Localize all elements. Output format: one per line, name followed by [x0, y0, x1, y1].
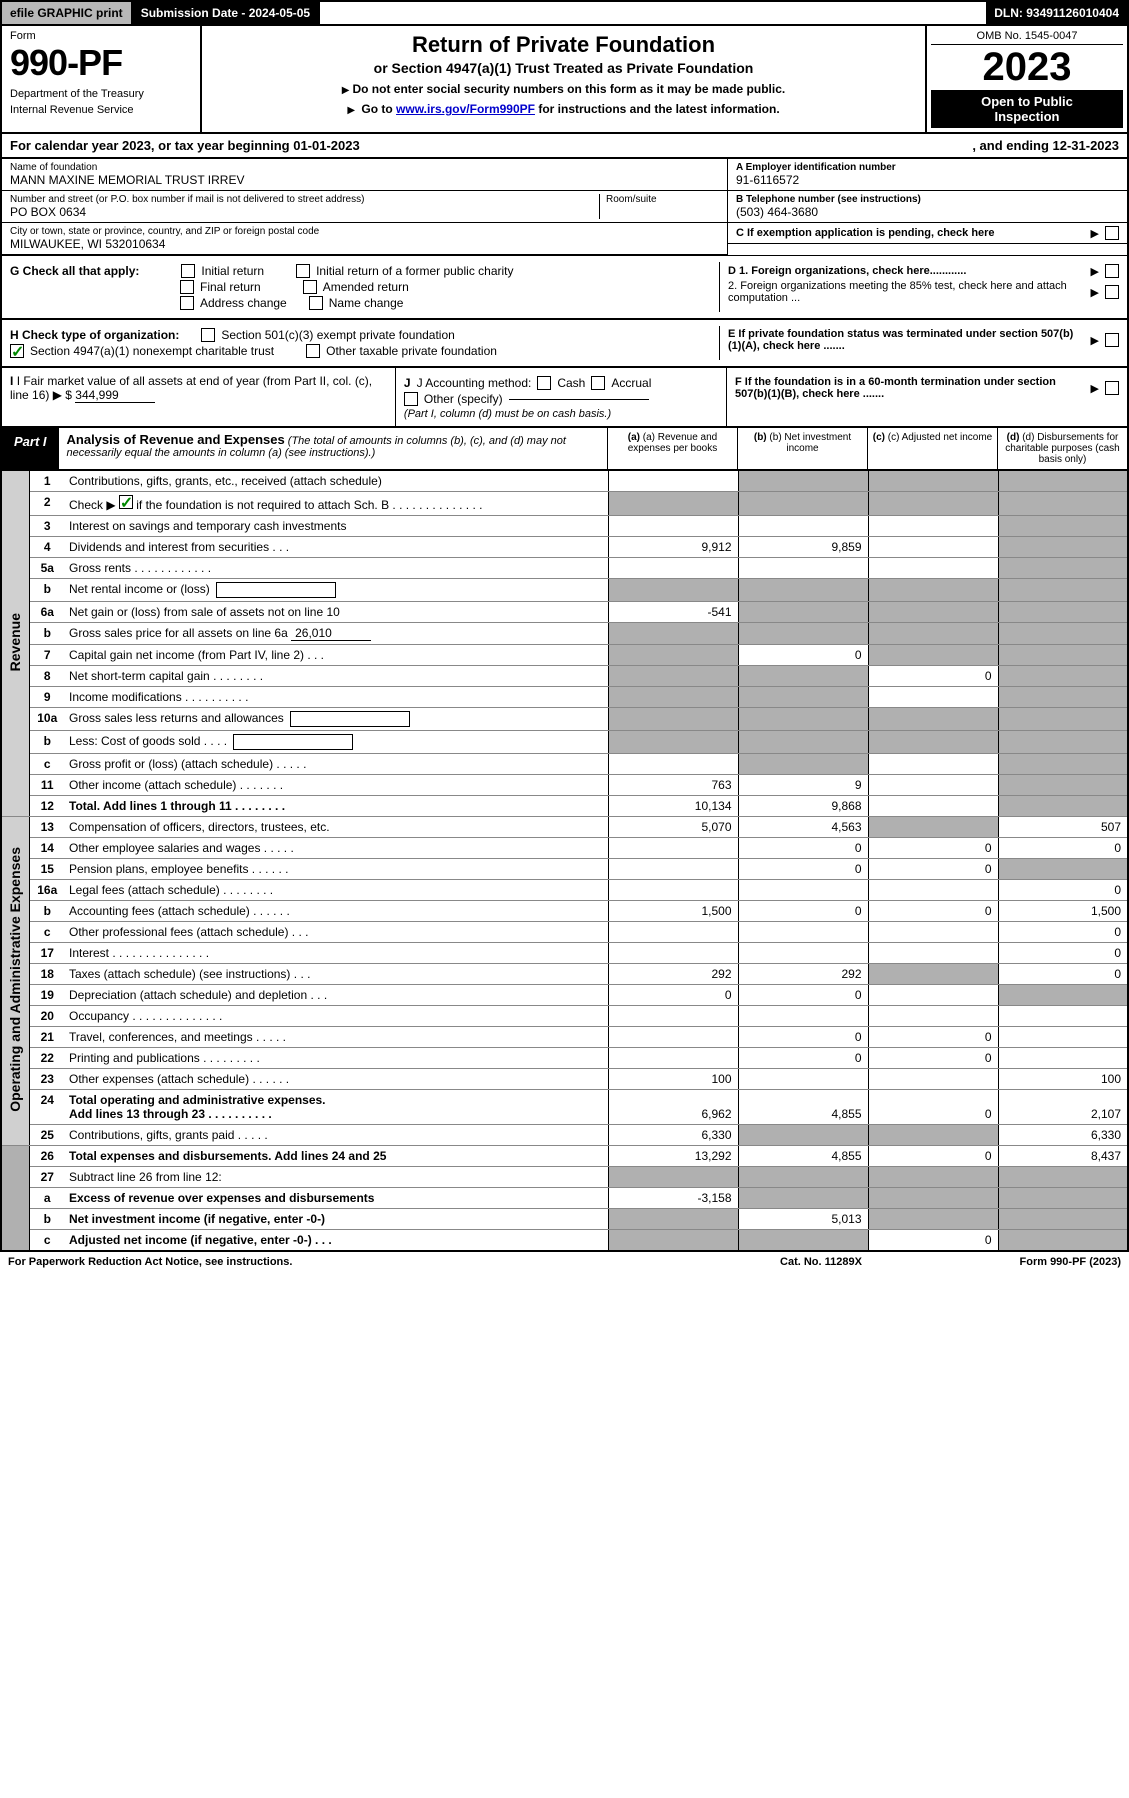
cb-final[interactable]: [180, 280, 194, 294]
section-i-j-f: I I Fair market value of all assets at e…: [0, 368, 1129, 428]
cb-amended[interactable]: [303, 280, 317, 294]
cb-sch-b[interactable]: [119, 495, 133, 509]
form-footer: Form 990-PF (2023): [921, 1256, 1121, 1268]
form-header: Form 990-PF Department of the Treasury I…: [0, 26, 1129, 134]
cb-4947[interactable]: [10, 344, 24, 358]
cb-f[interactable]: [1105, 381, 1119, 395]
ein-label: A Employer identification number: [736, 162, 1119, 173]
g-label: G Check all that apply:: [10, 264, 139, 278]
cb-cash[interactable]: [537, 376, 551, 390]
cb-e[interactable]: [1105, 333, 1119, 347]
instr-link: Go to www.irs.gov/Form990PF for instruct…: [208, 102, 919, 116]
cb-accrual[interactable]: [591, 376, 605, 390]
part1-table: Revenue 1Contributions, gifts, grants, e…: [0, 471, 1129, 1252]
form-number: 990-PF: [10, 42, 192, 84]
section-h-e: H Check type of organization: Section 50…: [0, 320, 1129, 368]
cb-501c3[interactable]: [201, 328, 215, 342]
tel-value: (503) 464-3680: [736, 205, 1119, 219]
city-value: MILWAUKEE, WI 532010634: [10, 237, 719, 251]
paperwork-notice: For Paperwork Reduction Act Notice, see …: [8, 1256, 721, 1268]
e-label: E If private foundation status was termi…: [728, 328, 1085, 352]
form-subtitle: or Section 4947(a)(1) Trust Treated as P…: [208, 60, 919, 76]
part1-header: Part I Analysis of Revenue and Expenses …: [0, 428, 1129, 471]
calendar-year-row: For calendar year 2023, or tax year begi…: [0, 134, 1129, 159]
dept-treasury: Department of the Treasury: [10, 88, 192, 100]
rot-revenue: Revenue: [7, 613, 23, 671]
cb-other-tax[interactable]: [306, 344, 320, 358]
top-bar: efile GRAPHIC print Submission Date - 20…: [0, 0, 1129, 26]
address: PO BOX 0634: [10, 205, 599, 219]
name-label: Name of foundation: [10, 162, 719, 173]
submission-date: Submission Date - 2024-05-05: [133, 2, 320, 24]
entity-info: Name of foundation MANN MAXINE MEMORIAL …: [0, 159, 1129, 255]
form-title: Return of Private Foundation: [208, 32, 919, 58]
omb-number: OMB No. 1545-0047: [931, 30, 1123, 45]
addr-label: Number and street (or P.O. box number if…: [10, 194, 599, 205]
cb-name-change[interactable]: [309, 296, 323, 310]
j-note: (Part I, column (d) must be on cash basi…: [404, 408, 718, 420]
foundation-name: MANN MAXINE MEMORIAL TRUST IRREV: [10, 173, 719, 187]
rot-expenses: Operating and Administrative Expenses: [7, 847, 23, 1112]
part1-title: Analysis of Revenue and Expenses (The to…: [59, 428, 607, 469]
c-label: C If exemption application is pending, c…: [736, 227, 995, 239]
open-inspection: Open to PublicInspection: [931, 90, 1123, 128]
cb-d1[interactable]: [1105, 264, 1119, 278]
h-label: H Check type of organization:: [10, 328, 179, 342]
instr-ssn: Do not enter social security numbers on …: [208, 82, 919, 96]
form-label: Form: [10, 30, 192, 42]
part1-tag: Part I: [2, 428, 59, 469]
tax-year: 2023: [931, 45, 1123, 90]
cb-d2[interactable]: [1105, 285, 1119, 299]
cat-no: Cat. No. 11289X: [721, 1256, 921, 1268]
c-checkbox[interactable]: [1105, 226, 1119, 240]
cb-other-method[interactable]: [404, 392, 418, 406]
efile-label[interactable]: efile GRAPHIC print: [2, 2, 133, 24]
ein-value: 91-6116572: [736, 173, 1119, 187]
page-footer: For Paperwork Reduction Act Notice, see …: [0, 1252, 1129, 1272]
form990pf-link[interactable]: www.irs.gov/Form990PF: [396, 102, 535, 116]
col-c-header: (c) (c) Adjusted net income: [867, 428, 997, 469]
d1-label: D 1. Foreign organizations, check here..…: [728, 265, 966, 277]
cb-addr-change[interactable]: [180, 296, 194, 310]
cb-initial[interactable]: [181, 264, 195, 278]
tel-label: B Telephone number (see instructions): [736, 194, 1119, 205]
col-a-header: (a) (a) Revenue and expenses per books: [607, 428, 737, 469]
cb-initial-former[interactable]: [296, 264, 310, 278]
fmv-value: 344,999: [75, 388, 155, 403]
d2-label: 2. Foreign organizations meeting the 85%…: [728, 280, 1085, 304]
dept-irs: Internal Revenue Service: [10, 104, 192, 116]
f-label: F If the foundation is in a 60-month ter…: [735, 376, 1085, 400]
city-label: City or town, state or province, country…: [10, 226, 719, 237]
col-b-header: (b) (b) Net investment income: [737, 428, 867, 469]
room-label: Room/suite: [606, 194, 719, 205]
col-d-header: (d) (d) Disbursements for charitable pur…: [997, 428, 1127, 469]
dln-label: DLN: 93491126010404: [986, 2, 1127, 24]
section-g-d: G Check all that apply: Initial return I…: [0, 255, 1129, 320]
